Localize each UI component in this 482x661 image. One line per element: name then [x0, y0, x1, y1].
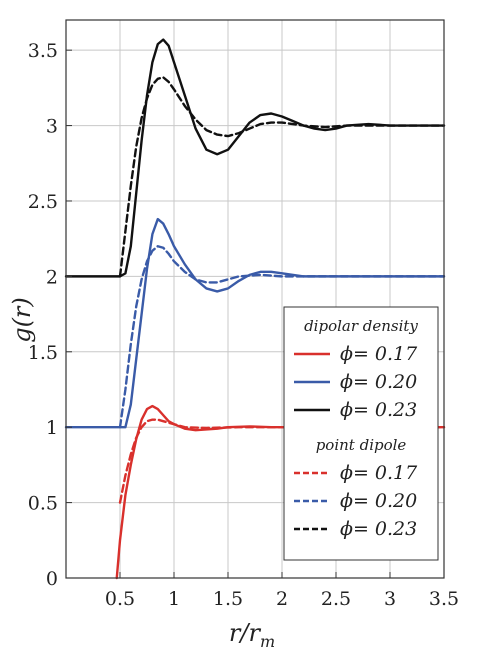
y-tick-label-1: 0.5	[28, 493, 58, 515]
legend-label-1-2: ϕ= 0.23	[340, 518, 417, 540]
legend-label-0-1: ϕ= 0.20	[340, 371, 417, 393]
y-tick-label-0: 0	[46, 568, 58, 590]
x-tick-label-2: 1.5	[213, 588, 243, 610]
legend-label-1-1: ϕ= 0.20	[340, 490, 417, 512]
series-line-2	[64, 217, 446, 429]
series-line-4	[64, 38, 446, 278]
x-tick-label-0: 0.5	[105, 588, 135, 610]
legend: dipolar density ϕ= 0.17 ϕ= 0.20 ϕ= 0.23 poin…	[283, 306, 439, 561]
series-line-5	[118, 76, 446, 278]
legend-label-0-0: ϕ= 0.17	[340, 343, 418, 365]
series-line-3	[118, 245, 446, 429]
y-tick-label-2: 1	[46, 417, 58, 439]
x-tick-label-1: 1	[168, 588, 180, 610]
x-axis-title-subscript: m	[260, 632, 275, 651]
plot-frame	[65, 19, 445, 579]
legend-heading-0: dipolar density	[304, 317, 418, 335]
series-layer	[64, 38, 446, 580]
legend-heading-1: point dipole	[316, 436, 407, 454]
x-tick-label-5: 3	[384, 588, 396, 610]
y-tick-label-7: 3.5	[28, 40, 58, 62]
legend-label-1-0: ϕ= 0.17	[340, 462, 418, 484]
y-tick-label-4: 2	[46, 266, 58, 288]
legend-box	[283, 306, 439, 561]
y-tick-label-6: 3	[46, 116, 58, 138]
tick-layer: 0.5 1 1.5 2 2.5 3 3.5 0 0.5 1 1.5 2 2.5 3 3.5	[28, 40, 459, 610]
y-tick-label-3: 1.5	[28, 342, 58, 364]
x-axis-title: r/rm	[229, 619, 275, 651]
x-tick-label-4: 2.5	[321, 588, 351, 610]
legend-label-0-2: ϕ= 0.23	[340, 399, 417, 421]
y-axis-title: g(r)	[8, 297, 36, 343]
x-tick-label-6: 3.5	[429, 588, 459, 610]
y-tick-label-5: 2.5	[28, 191, 58, 213]
x-tick-label-3: 2	[276, 588, 288, 610]
